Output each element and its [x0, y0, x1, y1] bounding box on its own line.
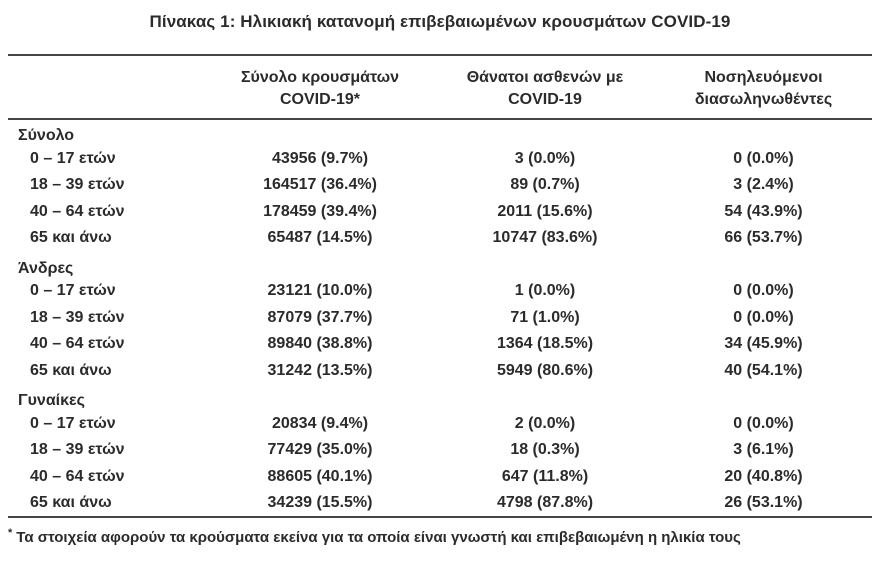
table-row: 40 – 64 ετών 88605 (40.1%) 647 (11.8%) 2… [8, 464, 872, 491]
age-group-label: 0 – 17 ετών [30, 149, 116, 167]
section-header-women: Γυναίκες [8, 384, 872, 411]
table-row: 40 – 64 ετών 89840 (38.8%) 1364 (18.5%) … [8, 331, 872, 358]
age-group-label: 0 – 17 ετών [30, 282, 116, 300]
cell-intubated: 54 (43.9%) [724, 202, 803, 220]
section-label: Γυναίκες [18, 392, 85, 410]
column-header-empty [8, 55, 205, 120]
table-header: Σύνολο κρουσμάτων COVID-19* Θάνατοι ασθε… [8, 55, 872, 120]
cell-deaths: 1 (0.0%) [514, 282, 576, 300]
table-footnote: * Τα στοιχεία αφορούν τα κρούσματα εκείνα… [8, 523, 872, 548]
cell-intubated: 20 (40.8%) [724, 467, 803, 485]
cell-deaths: 4798 (87.8%) [496, 493, 594, 511]
page-title: Πίνακας 1: Ηλικιακή κατανομή επιβεβαιωμέ… [149, 12, 731, 31]
cell-total-cases: 23121 (10.0%) [267, 282, 373, 300]
age-group-label: 18 – 39 ετών [30, 441, 125, 459]
table-body: Σύνολο 0 – 17 ετών 43956 (9.7%) 3 (0.0%)… [8, 119, 872, 517]
table-row: 65 και άνω 31242 (13.5%) 5949 (80.6%) 40… [8, 358, 872, 385]
cell-deaths: 89 (0.7%) [510, 176, 580, 194]
section-label: Άνδρες [18, 259, 74, 277]
cell-total-cases: 31242 (13.5%) [267, 361, 373, 379]
cell-deaths: 3 (0.0%) [514, 149, 576, 167]
footnote-text: Τα στοιχεία αφορούν τα κρούσματα εκείνα … [16, 528, 741, 546]
cell-deaths: 71 (1.0%) [510, 308, 580, 326]
column-header-total-cases-line2: COVID-19* [279, 91, 361, 108]
table-row: 65 και άνω 34239 (15.5%) 4798 (87.8%) 26… [8, 490, 872, 517]
column-header-deaths: Θάνατοι ασθενών με COVID-19 [435, 55, 655, 120]
footnote-marker: * [8, 526, 13, 539]
cell-intubated: 0 (0.0%) [733, 308, 794, 326]
cell-deaths: 18 (0.3%) [510, 441, 580, 459]
cell-intubated: 66 (53.7%) [724, 229, 803, 247]
cell-intubated: 3 (6.1%) [733, 441, 794, 459]
age-group-label: 40 – 64 ετών [30, 202, 125, 220]
cell-deaths: 647 (11.8%) [501, 467, 589, 485]
cell-total-cases: 88605 (40.1%) [267, 467, 373, 485]
cell-intubated: 3 (2.4%) [733, 176, 794, 194]
cell-intubated: 0 (0.0%) [733, 414, 794, 432]
cell-deaths: 10747 (83.6%) [492, 229, 598, 247]
cell-intubated: 0 (0.0%) [733, 149, 794, 167]
age-group-label: 65 και άνω [30, 361, 112, 379]
table-row: 18 – 39 ετών 77429 (35.0%) 18 (0.3%) 3 (… [8, 437, 872, 464]
age-group-label: 40 – 64 ετών [30, 467, 125, 485]
age-group-label: 65 και άνω [30, 229, 112, 247]
table-row: 0 – 17 ετών 23121 (10.0%) 1 (0.0%) 0 (0.… [8, 278, 872, 305]
cell-total-cases: 43956 (9.7%) [271, 149, 369, 167]
cell-deaths: 2 (0.0%) [514, 414, 576, 432]
cell-intubated: 40 (54.1%) [724, 361, 803, 379]
cell-total-cases: 87079 (37.7%) [267, 308, 373, 326]
column-header-deaths-line1: Θάνατοι ασθενών με [466, 69, 624, 86]
table-row: 18 – 39 ετών 87079 (37.7%) 71 (1.0%) 0 (… [8, 305, 872, 332]
cell-intubated: 34 (45.9%) [724, 335, 803, 353]
cell-deaths: 1364 (18.5%) [496, 335, 594, 353]
column-header-intubated-line2: διασωληνωθέντες [694, 91, 833, 108]
age-group-label: 18 – 39 ετών [30, 308, 125, 326]
cell-deaths: 2011 (15.6%) [497, 202, 593, 220]
cell-total-cases: 178459 (39.4%) [263, 202, 377, 220]
age-group-label: 18 – 39 ετών [30, 176, 125, 194]
cell-total-cases: 89840 (38.8%) [267, 335, 373, 353]
cell-total-cases: 65487 (14.5%) [267, 229, 373, 247]
table-row: 0 – 17 ετών 20834 (9.4%) 2 (0.0%) 0 (0.0… [8, 411, 872, 438]
cell-total-cases: 20834 (9.4%) [271, 414, 369, 432]
table-row: 18 – 39 ετών 164517 (36.4%) 89 (0.7%) 3 … [8, 172, 872, 199]
table-row: 65 και άνω 65487 (14.5%) 10747 (83.6%) 6… [8, 225, 872, 252]
age-group-label: 0 – 17 ετών [30, 414, 116, 432]
section-header-total: Σύνολο [8, 119, 872, 146]
section-label: Σύνολο [18, 126, 75, 144]
cell-total-cases: 164517 (36.4%) [263, 176, 377, 194]
section-header-men: Άνδρες [8, 252, 872, 279]
cell-total-cases: 34239 (15.5%) [267, 493, 373, 511]
column-header-total-cases-line1: Σύνολο κρουσμάτων [240, 69, 400, 86]
column-header-total-cases: Σύνολο κρουσμάτων COVID-19* [205, 55, 435, 120]
table-row: 40 – 64 ετών 178459 (39.4%) 2011 (15.6%)… [8, 199, 872, 226]
cell-deaths: 5949 (80.6%) [496, 361, 594, 379]
age-group-label: 40 – 64 ετών [30, 335, 125, 353]
cell-intubated: 26 (53.1%) [724, 493, 803, 511]
column-header-intubated-line1: Νοσηλευόμενοι [704, 69, 823, 86]
age-group-label: 65 και άνω [30, 493, 112, 511]
column-header-deaths-line2: COVID-19 [508, 91, 582, 108]
cell-total-cases: 77429 (35.0%) [267, 441, 373, 459]
covid-age-distribution-table: Σύνολο κρουσμάτων COVID-19* Θάνατοι ασθε… [8, 54, 872, 518]
table-row: 0 – 17 ετών 43956 (9.7%) 3 (0.0%) 0 (0.0… [8, 146, 872, 173]
cell-intubated: 0 (0.0%) [733, 282, 794, 300]
column-header-intubated: Νοσηλευόμενοι διασωληνωθέντες [655, 55, 872, 120]
